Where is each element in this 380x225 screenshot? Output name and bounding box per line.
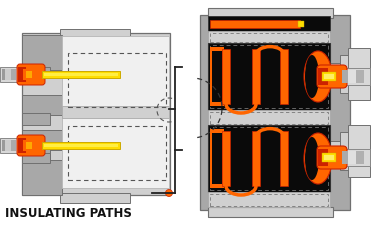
Bar	[208, 110, 330, 125]
Bar	[210, 20, 300, 28]
Bar	[5, 140, 13, 151]
Bar	[22, 113, 50, 125]
Bar	[340, 55, 360, 93]
Bar	[322, 153, 336, 162]
Bar	[42, 71, 120, 78]
Bar	[298, 21, 304, 27]
Text: INSULATING PATHS: INSULATING PATHS	[5, 207, 132, 220]
Bar	[26, 71, 32, 78]
Bar	[208, 125, 330, 192]
FancyBboxPatch shape	[17, 64, 45, 85]
Ellipse shape	[304, 133, 332, 184]
Bar	[18, 138, 26, 153]
Bar	[324, 155, 334, 160]
Bar	[348, 125, 370, 177]
Bar	[22, 67, 50, 77]
Bar	[318, 149, 328, 166]
Bar	[2, 140, 8, 151]
Bar	[26, 142, 32, 149]
Bar	[22, 35, 62, 70]
Bar	[23, 140, 33, 151]
Bar	[210, 112, 328, 124]
Bar	[22, 130, 62, 150]
Bar	[342, 70, 348, 83]
Bar	[340, 68, 370, 85]
Bar	[280, 49, 288, 104]
Bar	[22, 33, 170, 195]
Bar	[0, 138, 20, 153]
Bar	[23, 69, 33, 80]
Bar	[68, 126, 166, 180]
Bar	[210, 127, 320, 190]
Bar	[2, 69, 8, 80]
Bar	[210, 127, 328, 190]
Bar	[252, 49, 260, 104]
Ellipse shape	[304, 51, 332, 102]
Bar	[22, 160, 62, 195]
Bar	[44, 73, 118, 76]
Bar	[208, 192, 330, 207]
Bar	[210, 33, 328, 42]
Bar	[252, 131, 260, 186]
Bar	[208, 16, 330, 32]
Bar	[11, 140, 16, 151]
Bar	[60, 193, 130, 203]
FancyBboxPatch shape	[317, 65, 347, 88]
Bar	[62, 36, 169, 188]
Bar	[22, 153, 50, 163]
Bar	[200, 15, 350, 210]
Bar	[222, 49, 230, 104]
Bar	[348, 48, 370, 100]
Ellipse shape	[305, 55, 319, 98]
Bar	[208, 31, 330, 43]
Bar	[11, 69, 16, 80]
Bar	[322, 72, 336, 81]
FancyBboxPatch shape	[317, 146, 347, 169]
Bar	[210, 194, 328, 206]
Bar	[22, 95, 62, 115]
Bar	[328, 141, 358, 163]
Bar	[318, 68, 328, 85]
Bar	[22, 148, 50, 160]
Bar	[212, 133, 222, 184]
Bar	[280, 131, 288, 186]
Bar	[324, 74, 334, 79]
Bar	[0, 67, 20, 82]
Bar	[210, 47, 224, 106]
Bar	[348, 151, 356, 164]
Bar	[348, 70, 356, 83]
Bar	[5, 69, 13, 80]
Bar	[208, 207, 333, 217]
Bar	[340, 132, 360, 170]
Bar	[212, 51, 222, 102]
Circle shape	[166, 189, 173, 196]
Bar	[210, 45, 320, 108]
Bar	[208, 8, 333, 18]
Bar	[356, 70, 364, 83]
Bar	[210, 129, 224, 188]
Bar	[210, 45, 328, 108]
Bar	[60, 29, 130, 37]
Bar	[62, 106, 169, 118]
Bar	[18, 67, 26, 82]
FancyBboxPatch shape	[17, 135, 45, 156]
Bar	[68, 53, 166, 107]
Bar	[42, 142, 120, 149]
Bar	[328, 63, 358, 85]
Bar	[44, 144, 118, 147]
Ellipse shape	[305, 137, 319, 180]
Bar	[356, 151, 364, 164]
Bar	[222, 131, 230, 186]
Bar	[340, 149, 370, 166]
Bar	[208, 43, 330, 110]
Bar	[342, 151, 348, 164]
